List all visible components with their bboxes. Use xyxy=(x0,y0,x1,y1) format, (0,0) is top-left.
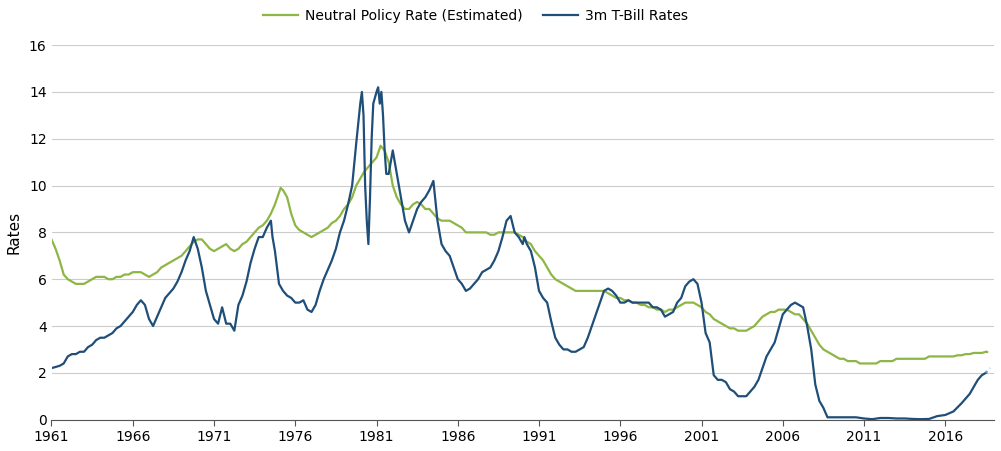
3m T-Bill Rates xyxy=(513,235,525,240)
3m T-Bill Rates xyxy=(968,384,980,390)
3m T-Bill Rates xyxy=(372,85,384,90)
Neutral Policy Rate (Estimated) xyxy=(980,349,992,354)
Neutral Policy Rate (Estimated) xyxy=(45,237,57,242)
Neutral Policy Rate (Estimated) xyxy=(334,213,346,219)
Neutral Policy Rate (Estimated) xyxy=(175,253,187,258)
3m T-Bill Rates xyxy=(619,300,631,305)
3m T-Bill Rates xyxy=(82,345,94,350)
Y-axis label: Rates: Rates xyxy=(7,211,22,254)
Line: 3m T-Bill Rates: 3m T-Bill Rates xyxy=(51,87,986,419)
Neutral Policy Rate (Estimated) xyxy=(374,143,386,148)
Neutral Policy Rate (Estimated) xyxy=(285,211,297,216)
Line: Neutral Policy Rate (Estimated): Neutral Policy Rate (Estimated) xyxy=(51,146,986,364)
Neutral Policy Rate (Estimated) xyxy=(131,270,143,275)
Neutral Policy Rate (Estimated) xyxy=(854,361,866,366)
3m T-Bill Rates xyxy=(676,295,688,301)
3m T-Bill Rates xyxy=(578,345,590,350)
3m T-Bill Rates xyxy=(866,416,878,422)
Neutral Policy Rate (Estimated) xyxy=(960,351,972,357)
3m T-Bill Rates xyxy=(45,365,57,371)
3m T-Bill Rates xyxy=(980,370,992,376)
Legend: Neutral Policy Rate (Estimated), 3m T-Bill Rates: Neutral Policy Rate (Estimated), 3m T-Bi… xyxy=(257,4,694,28)
Neutral Policy Rate (Estimated) xyxy=(123,272,135,277)
